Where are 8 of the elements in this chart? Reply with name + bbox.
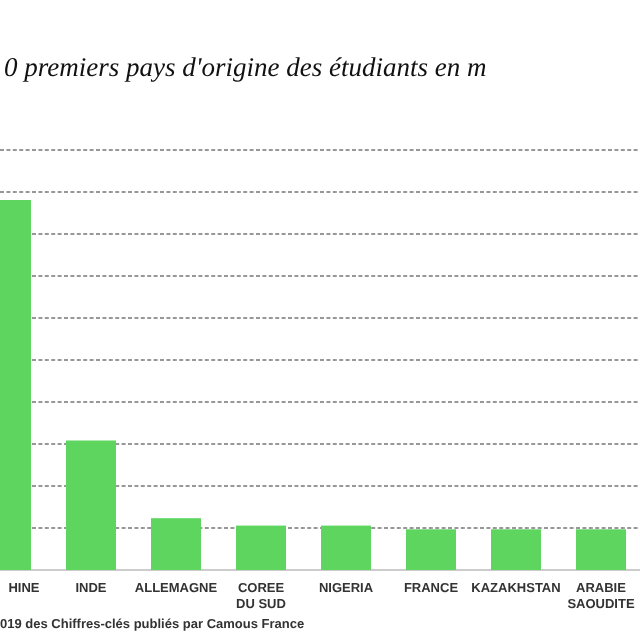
bar	[321, 525, 371, 570]
chart-title: 0 premiers pays d'origine des étudiants en m	[4, 52, 487, 82]
bar	[66, 440, 116, 570]
bar	[406, 529, 456, 570]
bar	[576, 529, 626, 570]
bar	[491, 529, 541, 570]
bar	[236, 525, 286, 570]
bar	[151, 518, 201, 570]
